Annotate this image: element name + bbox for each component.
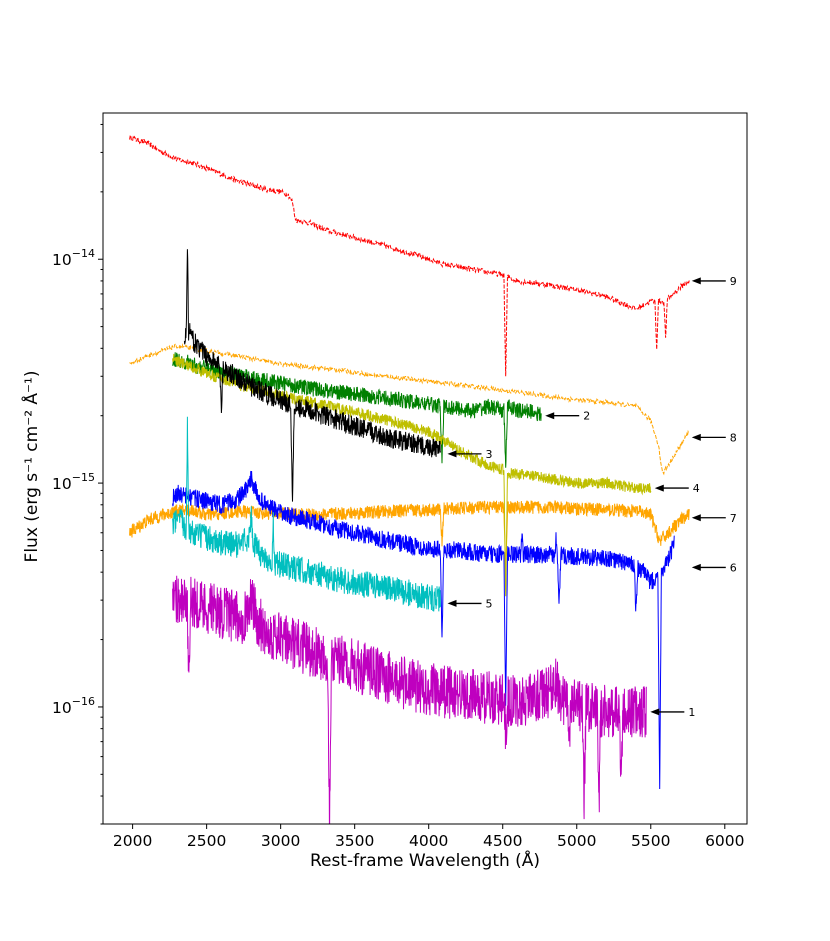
x-tick-label: 5500 xyxy=(631,832,670,850)
marker-3: 3 xyxy=(447,448,493,461)
series-line-8 xyxy=(129,343,690,476)
marker-7: 7 xyxy=(691,512,737,525)
series-9 xyxy=(129,134,690,377)
marker-4: 4 xyxy=(654,482,700,495)
x-axis: 2000 2500 3000 3500 4000 4500 5000 5500 6000 xyxy=(113,824,745,850)
marker-2: 2 xyxy=(545,410,590,423)
y-tick-label: 10−14 xyxy=(52,247,95,269)
marker-label: 7 xyxy=(730,512,737,525)
plot-area-background xyxy=(103,113,747,824)
x-tick-label: 3000 xyxy=(261,832,300,850)
marker-6: 6 xyxy=(691,561,737,574)
marker-label: 4 xyxy=(693,482,700,495)
series-line-1 xyxy=(172,575,647,824)
marker-8: 8 xyxy=(691,431,737,444)
marker-1: 1 xyxy=(650,706,695,719)
x-tick-label: 4000 xyxy=(409,832,448,850)
x-tick-label: 3500 xyxy=(335,832,374,850)
y-axis: 10−16 10−15 10−14 xyxy=(52,123,103,825)
x-tick-label: 6000 xyxy=(705,832,744,850)
series-7 xyxy=(129,499,690,577)
x-axis-label: Rest-frame Wavelength (Å) xyxy=(310,849,540,871)
marker-label: 9 xyxy=(730,275,737,288)
y-axis-label: Flux (erg s⁻¹ cm⁻² Å⁻¹) xyxy=(20,371,42,563)
spectrum-markers: 9 2 8 3 4 7 6 5 1 xyxy=(447,275,737,719)
x-tick-label: 5000 xyxy=(557,832,596,850)
marker-9: 9 xyxy=(691,275,737,288)
marker-label: 8 xyxy=(730,431,737,444)
series-8 xyxy=(129,343,690,476)
series-1 xyxy=(172,575,647,824)
x-tick-label: 2000 xyxy=(113,832,152,850)
series-line-9 xyxy=(129,134,690,377)
marker-label: 1 xyxy=(688,706,695,719)
series-6 xyxy=(172,470,675,790)
series-line-5 xyxy=(172,416,441,612)
marker-label: 3 xyxy=(486,448,493,461)
y-tick-label: 10−16 xyxy=(52,695,95,717)
series-layer xyxy=(129,134,690,824)
marker-label: 5 xyxy=(486,597,493,610)
x-tick-label: 2500 xyxy=(187,832,226,850)
marker-label: 6 xyxy=(730,561,737,574)
series-3 xyxy=(183,249,441,502)
marker-5: 5 xyxy=(447,597,493,610)
marker-label: 2 xyxy=(583,410,590,423)
series-line-3 xyxy=(183,249,441,502)
x-tick-label: 4500 xyxy=(483,832,522,850)
series-5 xyxy=(172,416,441,612)
series-line-7 xyxy=(129,499,690,577)
plot-frame xyxy=(102,112,748,825)
series-line-6 xyxy=(172,470,675,790)
y-tick-label: 10−15 xyxy=(52,471,95,493)
